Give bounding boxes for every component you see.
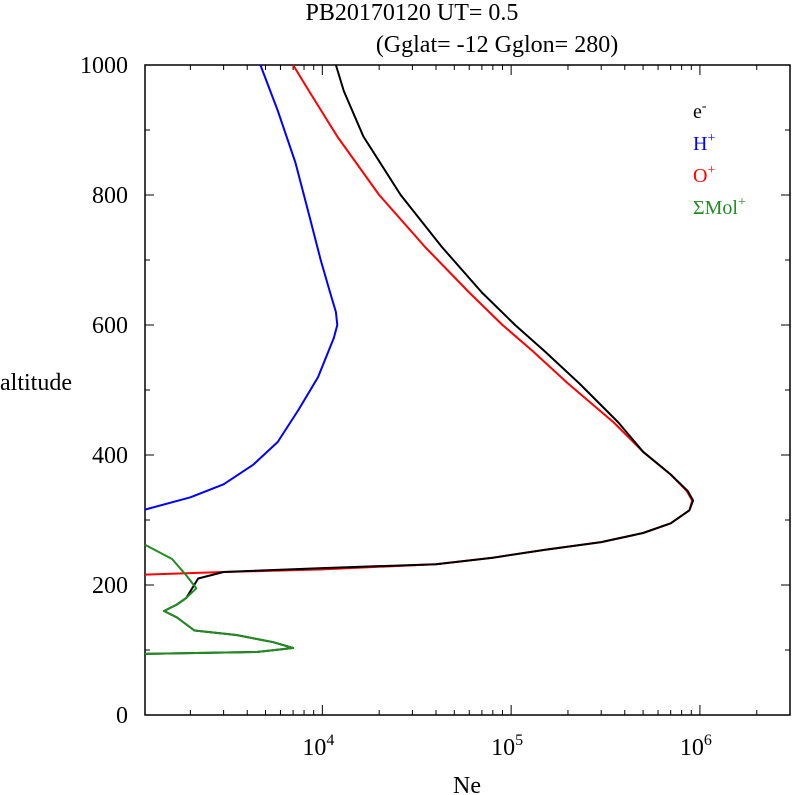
x-tick-label: 106 [680,732,712,761]
y-tick-label: 200 [92,573,128,599]
series-line-mol [144,543,295,655]
axis-ticks [145,64,791,716]
y-tick-label: 1000 [80,53,128,79]
y-tick-label: 0 [116,703,128,729]
legend-entry: O+ [693,163,715,187]
series-line-e [144,64,695,655]
legend-entry: H+ [693,131,715,155]
legend-entry: e- [693,99,707,123]
chart-title-line1: PB20170120 UT= 0.5 [306,0,519,26]
y-tick-label: 400 [92,443,128,469]
plot-frame [144,64,791,716]
legend-entry: ΣMol+ [693,195,746,219]
y-tick-label: 600 [92,313,128,339]
chart-title-line2: (Gglat= -12 Gglon= 280) [376,32,618,58]
x-tick-label: 105 [491,732,523,761]
x-tick-label: 104 [302,732,334,761]
series-layer [144,64,695,655]
y-axis-label: altitude [0,370,72,396]
y-tick-label: 800 [92,183,128,209]
x-axis-label: Ne [453,773,481,795]
legend: e- H+ O+ ΣMol+ [693,99,746,219]
x-tick-labels: 104 105 106 [302,732,712,761]
y-tick-labels: 0 200 400 600 800 1000 [80,53,128,729]
series-line-h [144,64,339,511]
series-line-o [144,64,694,576]
